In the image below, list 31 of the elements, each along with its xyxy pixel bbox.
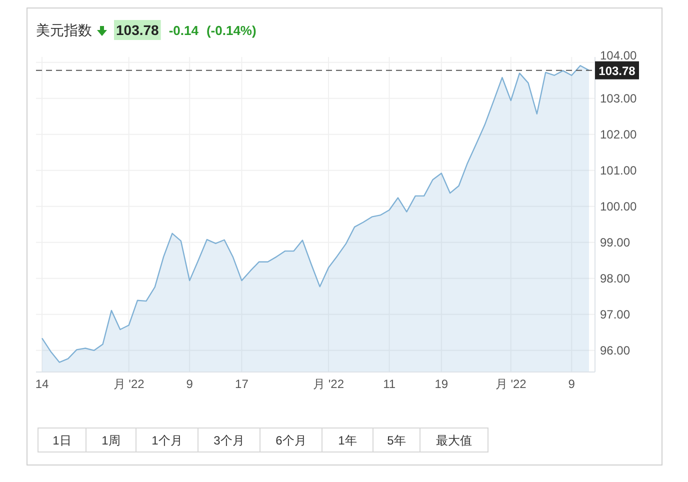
text: 5年 [387,434,406,448]
y-tick-label: 98.00 [600,271,630,286]
y-tick-label: 104.00 [600,48,638,62]
text: 3个月 [214,434,244,448]
x-tick-label: 11 [383,377,396,391]
y-tick-label: 101.00 [600,163,638,178]
text: 1年 [338,434,357,448]
y-tick-label: 103.00 [600,91,638,106]
x-tick-label: 月 '22 [495,377,527,391]
text: 1日 [52,434,72,448]
x-tick-label: 19 [434,377,448,391]
y-tick-label: 100.00 [600,199,638,214]
ref-line-label: 103.78 [598,64,636,78]
text: (-0.14%) [206,23,256,38]
x-tick-label: 月 '22 [113,377,145,391]
x-tick-label: 月 '22 [313,377,344,391]
y-tick-label: 96.00 [600,343,630,358]
y-tick-label: 99.00 [600,235,630,250]
x-tick-label: 17 [235,377,249,391]
y-tick-label: 102.00 [600,127,638,142]
text: 6个月 [276,434,306,448]
text: -0.14 [168,23,200,38]
y-tick-label: 97.00 [600,307,630,322]
chart-title: 美元指数 [36,22,92,38]
text: 最大值 [436,434,472,448]
x-tick-label: 9 [568,377,576,391]
x-tick-label: 14 [35,377,49,391]
text: 1个月 [152,434,182,448]
x-tick-label: 9 [186,377,194,391]
text: 1周 [102,434,120,448]
text: 103.78 [116,22,160,38]
